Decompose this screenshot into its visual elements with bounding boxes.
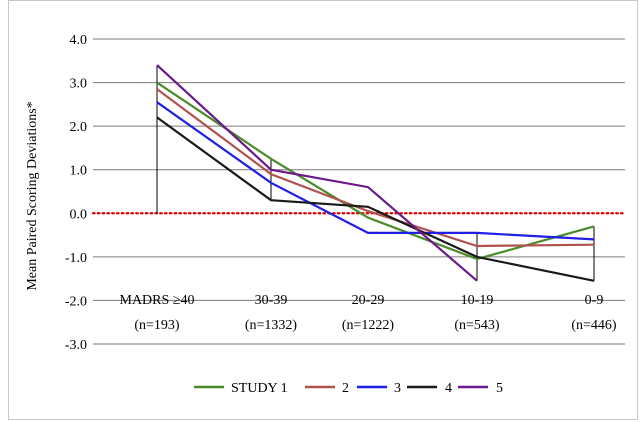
- category-label: MADRS ≥40: [120, 293, 195, 308]
- y-tick-label: -1.0: [65, 251, 87, 266]
- gridlines: [93, 38, 625, 345]
- y-tick-label: 4.0: [70, 33, 88, 48]
- y-tick-labels: 4.0 3.0 2.0 1.0 0.0 -1.0 -2.0 -3.0: [65, 33, 87, 353]
- y-tick-label: -3.0: [65, 338, 87, 353]
- y-tick-label: -2.0: [65, 294, 87, 309]
- series-line: [156, 88, 595, 248]
- legend-label: 3: [394, 381, 401, 396]
- category-count-label: (n=543): [454, 318, 500, 333]
- category-label: 10-19: [461, 293, 494, 308]
- y-tick-label: 2.0: [70, 120, 88, 135]
- category-label: 30-39: [255, 293, 288, 308]
- series-line: [156, 101, 595, 241]
- series-lines: [156, 64, 595, 282]
- y-axis-label: Mean Paired Scoring Deviations*: [25, 101, 40, 290]
- y-tick-label: 3.0: [70, 77, 88, 92]
- legend-label: 5: [496, 381, 503, 396]
- series-line: [156, 116, 595, 282]
- category-count-label: (n=446): [571, 318, 617, 333]
- line-chart: 4.0 3.0 2.0 1.0 0.0 -1.0 -2.0 -3.0 MADRS ≥40 (n=…: [25, 33, 627, 396]
- y-tick-label: 0.0: [70, 207, 88, 222]
- category-label: 0-9: [585, 293, 604, 308]
- chart-frame: 4.0 3.0 2.0 1.0 0.0 -1.0 -2.0 -3.0 MADRS ≥40 (n=…: [8, 0, 638, 420]
- category-label: 20-29: [352, 293, 385, 308]
- category-count-label: (n=193): [134, 318, 180, 333]
- category-count-label: (n=1332): [245, 318, 298, 333]
- legend-label: 4: [445, 381, 452, 396]
- legend-label: 2: [342, 381, 349, 396]
- drop-lines: [156, 65, 595, 281]
- legend-label: STUDY 1: [231, 381, 288, 396]
- series-line: [156, 64, 478, 282]
- legend: STUDY 1 2 3 4 5: [194, 381, 503, 396]
- category-count-label: (n=1222): [342, 318, 395, 333]
- category-labels: MADRS ≥40 (n=193) 30-39 (n=1332) 20-29 (n=122…: [120, 293, 617, 333]
- y-tick-label: 1.0: [70, 164, 88, 179]
